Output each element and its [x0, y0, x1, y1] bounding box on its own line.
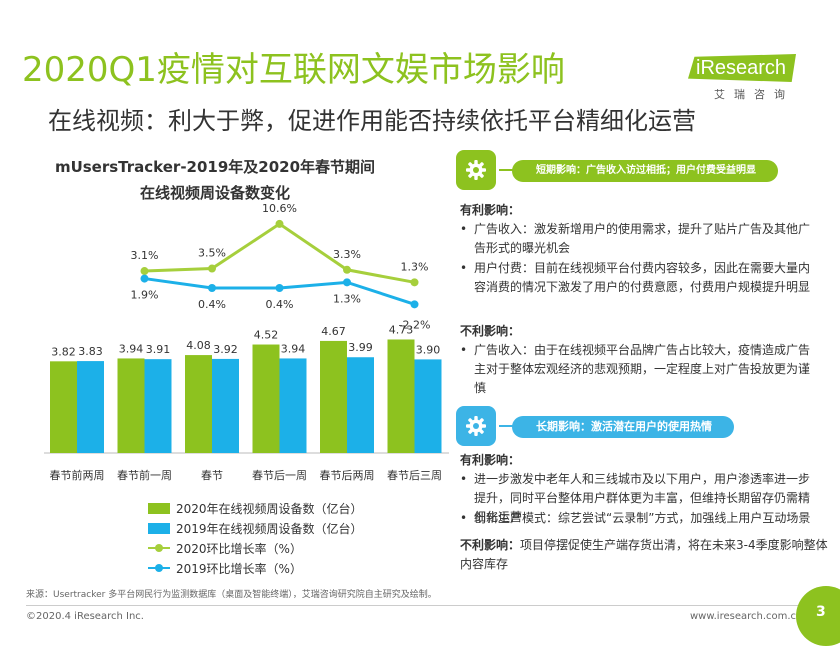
list-item: 广告收入：由于在线视频平台品牌广告占比较大，疫情造成广告主对于整体宏观经济的悲观…	[460, 341, 819, 398]
data-label: 4.08	[186, 339, 211, 352]
copyright: ©2020.4 iResearch Inc.	[26, 611, 144, 622]
bar-2020	[320, 340, 347, 453]
short-term-header: 短期影响：广告收入访过相抵；用户付费受益明显	[456, 150, 778, 190]
data-label: 3.82	[51, 345, 76, 358]
bar-2020	[387, 339, 415, 453]
list-item: 创新生产模式：综艺尝试“云录制”方式，加强线上用户互动场景	[460, 509, 819, 528]
line-point	[140, 267, 149, 276]
line-2020-growth	[144, 222, 415, 284]
line-label: 1.3%	[401, 260, 429, 273]
data-label: 3.94	[281, 342, 306, 355]
long-term-unfavorable-text: 项目停摆促使生产端存货出清，将在未来3-4季度影响整体内容库存	[460, 538, 828, 571]
data-label: 3.92	[213, 343, 238, 356]
data-label: 3.91	[146, 343, 171, 356]
line-label: 3.5%	[198, 247, 226, 260]
data-label: 3.90	[416, 343, 441, 356]
line-label: 10.6%	[262, 202, 297, 215]
list-item: 用户付费：目前在线视频平台付费内容较多，因此在需要大量内容消费的情况下激发了用户…	[460, 259, 819, 297]
line-point	[208, 283, 216, 292]
line-point	[140, 274, 149, 283]
long-term-header: 长期影响：激活潜在用户的使用热情	[456, 406, 734, 446]
x-tick-label: 春节前一周	[117, 468, 172, 482]
page-subtitle: 在线视频：利大于弊，促进作用能否持续依托平台精细化运营	[48, 107, 696, 135]
short-term-label: 短期影响：广告收入访过相抵；用户付费受益明显	[512, 160, 778, 182]
data-label: 4.52	[254, 329, 279, 342]
line-label: 3.1%	[131, 249, 159, 262]
source-note: 来源：Usertracker 多平台网民行为监测数据库（桌面及智能终端），艾瑞咨…	[26, 590, 437, 600]
page-title: 2020Q1疫情对互联网文娱市场影响	[22, 50, 565, 90]
line-point	[410, 278, 419, 287]
bar-2019	[212, 358, 239, 453]
line-label: -2.2%	[399, 318, 431, 331]
line-point	[343, 278, 351, 287]
chart-legend: 2020年在线视频周设备数（亿台） 2019年在线视频周设备数（亿台） 2020…	[148, 498, 363, 578]
x-tick-label: 春节	[201, 469, 223, 482]
short-term-favorable-head: 有利影响：	[460, 203, 521, 217]
long-term-unfavorable-head: 不利影响：	[460, 538, 521, 552]
long-term-favorable-head: 有利影响：	[460, 453, 521, 467]
long-term-unfavorable: 不利影响：项目停摆促使生产端存货出清，将在未来3-4季度影响整体内容库存	[460, 536, 830, 574]
data-label: 4.73	[389, 323, 414, 336]
site-url: www.iresearch.com.cn	[690, 611, 803, 622]
list-item: 广告收入：激发新增用户的使用需求，提升了贴片广告及其他广告形式的曝光机会	[460, 220, 819, 258]
data-label: 3.94	[119, 342, 144, 355]
chart-title: mUsersTracker-2019年及2020年春节期间	[54, 158, 376, 176]
footer-divider	[26, 605, 816, 606]
page-number: 3	[816, 604, 826, 620]
line-point	[208, 264, 216, 273]
line-label: 0.4%	[266, 298, 294, 311]
logo-text: iResearch	[696, 57, 787, 79]
x-tick-label: 春节后一周	[252, 469, 307, 482]
bar-2019	[414, 359, 442, 453]
line-label: 0.4%	[198, 298, 226, 311]
logo-subtext: 艾瑞咨询	[714, 88, 794, 101]
bar-2020	[252, 344, 280, 453]
data-label: 3.83	[78, 345, 103, 358]
legend-item-2020-devices: 2020年在线视频周设备数（亿台）	[148, 498, 363, 518]
bar-2019	[144, 359, 172, 453]
bar-2020	[117, 358, 145, 453]
legend-item-2019-growth: 2019环比增长率（%）	[148, 558, 363, 578]
line-point	[410, 300, 419, 309]
bar-2019	[77, 361, 104, 453]
line-point	[275, 219, 284, 228]
bar-2019	[279, 358, 307, 453]
legend-item-2019-devices: 2019年在线视频周设备数（亿台）	[148, 518, 363, 538]
short-term-unfavorable-head: 不利影响：	[460, 324, 521, 338]
bar-2020	[50, 361, 77, 453]
line-point	[343, 265, 351, 274]
bar-2019	[347, 357, 374, 453]
line-point	[275, 283, 284, 292]
data-label: 4.67	[321, 325, 346, 338]
long-term-label: 长期影响：激活潜在用户的使用热情	[512, 416, 734, 438]
x-tick-label: 春节后三周	[387, 469, 442, 482]
line-label: 1.9%	[131, 289, 159, 302]
line-label: 1.3%	[333, 292, 361, 305]
x-tick-label: 春节后两周	[320, 469, 375, 482]
iresearch-logo: iResearch 艾瑞咨询	[688, 48, 798, 102]
legend-item-2020-growth: 2020环比增长率（%）	[148, 538, 363, 558]
line-label: 3.3%	[333, 248, 361, 261]
data-label: 3.99	[348, 341, 373, 354]
x-tick-label: 春节前两周	[50, 468, 105, 482]
gear-icon	[456, 406, 496, 446]
bar-2020	[185, 355, 212, 453]
gear-icon	[456, 150, 496, 190]
chart-subtitle: 在线视频周设备数变化	[139, 184, 290, 202]
